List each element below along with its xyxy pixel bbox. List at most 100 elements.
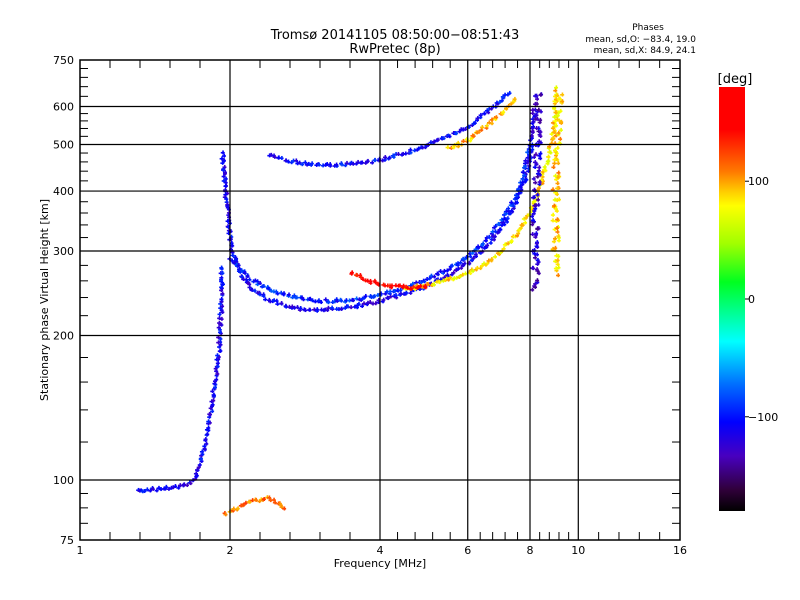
scatter-point xyxy=(219,316,224,321)
scatter-point xyxy=(226,212,231,217)
scatter-point xyxy=(489,257,494,262)
scatter-point xyxy=(376,282,381,287)
scatter-point xyxy=(397,283,402,288)
scatter-point xyxy=(225,205,230,210)
scatter-point xyxy=(495,101,500,106)
scatter-point xyxy=(478,266,483,271)
scatter-point xyxy=(542,164,547,169)
scatter-point xyxy=(535,187,540,192)
scatter-point xyxy=(226,228,231,233)
scatter-point xyxy=(212,381,217,386)
scatter-point xyxy=(173,484,178,489)
scatter-point xyxy=(486,110,491,115)
scatter-point xyxy=(482,111,487,116)
y-tick-label: 75 xyxy=(60,534,74,547)
scatter-point xyxy=(469,257,474,262)
scatter-point xyxy=(538,92,543,97)
scatter-point xyxy=(535,192,540,197)
scatter-point xyxy=(217,320,222,325)
scatter-point xyxy=(398,291,403,296)
scatter-point xyxy=(444,268,449,273)
scatter-point xyxy=(303,308,308,313)
scatter-point xyxy=(212,385,217,390)
scatter-point xyxy=(241,277,246,282)
scatter-point xyxy=(271,497,276,502)
scatter-point xyxy=(217,330,222,335)
scatter-point xyxy=(478,112,483,117)
scatter-point xyxy=(332,299,337,304)
scatter-point xyxy=(223,183,228,188)
scatter-point xyxy=(245,274,250,279)
scatter-point xyxy=(512,196,517,201)
scatter-point xyxy=(528,205,533,210)
scatter-point xyxy=(148,488,153,493)
scatter-point xyxy=(226,207,231,212)
scatter-point xyxy=(548,150,553,155)
scatter-point xyxy=(229,258,234,263)
scatter-point xyxy=(557,118,562,123)
scatter-point xyxy=(359,160,364,165)
scatter-point xyxy=(552,203,557,208)
scatter-point xyxy=(505,208,510,213)
scatter-point xyxy=(216,325,221,330)
scatter-point xyxy=(382,155,387,160)
scatter-point xyxy=(493,223,498,228)
scatter-point xyxy=(554,208,559,213)
scatter-point xyxy=(552,236,557,241)
scatter-point xyxy=(458,260,463,265)
scatter-point xyxy=(508,202,513,207)
scatter-point xyxy=(536,126,541,131)
scatter-point xyxy=(555,273,560,278)
scatter-point xyxy=(220,281,225,286)
colorbar-ticks: 100 0 −100 xyxy=(745,175,778,424)
scatter-point xyxy=(494,115,499,120)
scatter-point xyxy=(431,282,436,287)
scatter-point xyxy=(550,125,555,130)
scatter-point xyxy=(326,300,331,305)
scatter-point xyxy=(279,504,284,509)
scatter-point xyxy=(508,101,513,106)
scatter-point xyxy=(372,158,377,163)
scatter-point xyxy=(428,140,433,145)
scatter-point xyxy=(354,296,359,301)
scatter-point xyxy=(556,130,561,135)
scatter-point xyxy=(553,173,558,178)
scatter-point xyxy=(549,131,554,136)
scatter-point xyxy=(338,297,343,302)
scatter-point xyxy=(483,262,488,267)
scatter-point xyxy=(372,294,377,299)
scatter-point xyxy=(514,200,519,205)
scatter-point xyxy=(524,177,529,182)
scatter-point xyxy=(267,287,272,292)
scatter-point xyxy=(257,292,262,297)
scatter-point xyxy=(539,178,544,183)
scatter-point xyxy=(272,154,277,159)
scatter-point xyxy=(530,232,535,237)
scatter-point xyxy=(393,293,398,298)
scatter-point xyxy=(532,164,537,169)
scatter-point xyxy=(537,179,542,184)
scatter-point xyxy=(241,502,246,507)
scatter-point xyxy=(234,262,239,267)
scatter-point xyxy=(275,291,280,296)
scatter-point xyxy=(542,167,547,172)
y-tick-label: 600 xyxy=(53,101,74,114)
scatter-point xyxy=(252,288,257,293)
scatter-point xyxy=(408,147,413,152)
scatter-point xyxy=(455,261,460,266)
scatter-point xyxy=(206,419,211,424)
scatter-point xyxy=(536,271,541,276)
scatter-point xyxy=(427,276,432,281)
scatter-point xyxy=(435,137,440,142)
x-tick-label: 1 xyxy=(77,544,84,557)
scatter-point xyxy=(471,255,476,260)
scatter-point xyxy=(532,160,537,165)
scatter-point xyxy=(480,241,485,246)
scatter-point xyxy=(553,259,558,264)
scatter-point xyxy=(534,267,539,272)
scatter-point xyxy=(509,238,514,243)
scatter-point xyxy=(202,446,207,451)
scatter-point xyxy=(217,312,222,317)
scatter-point xyxy=(546,158,551,163)
scatter-point xyxy=(549,141,554,146)
